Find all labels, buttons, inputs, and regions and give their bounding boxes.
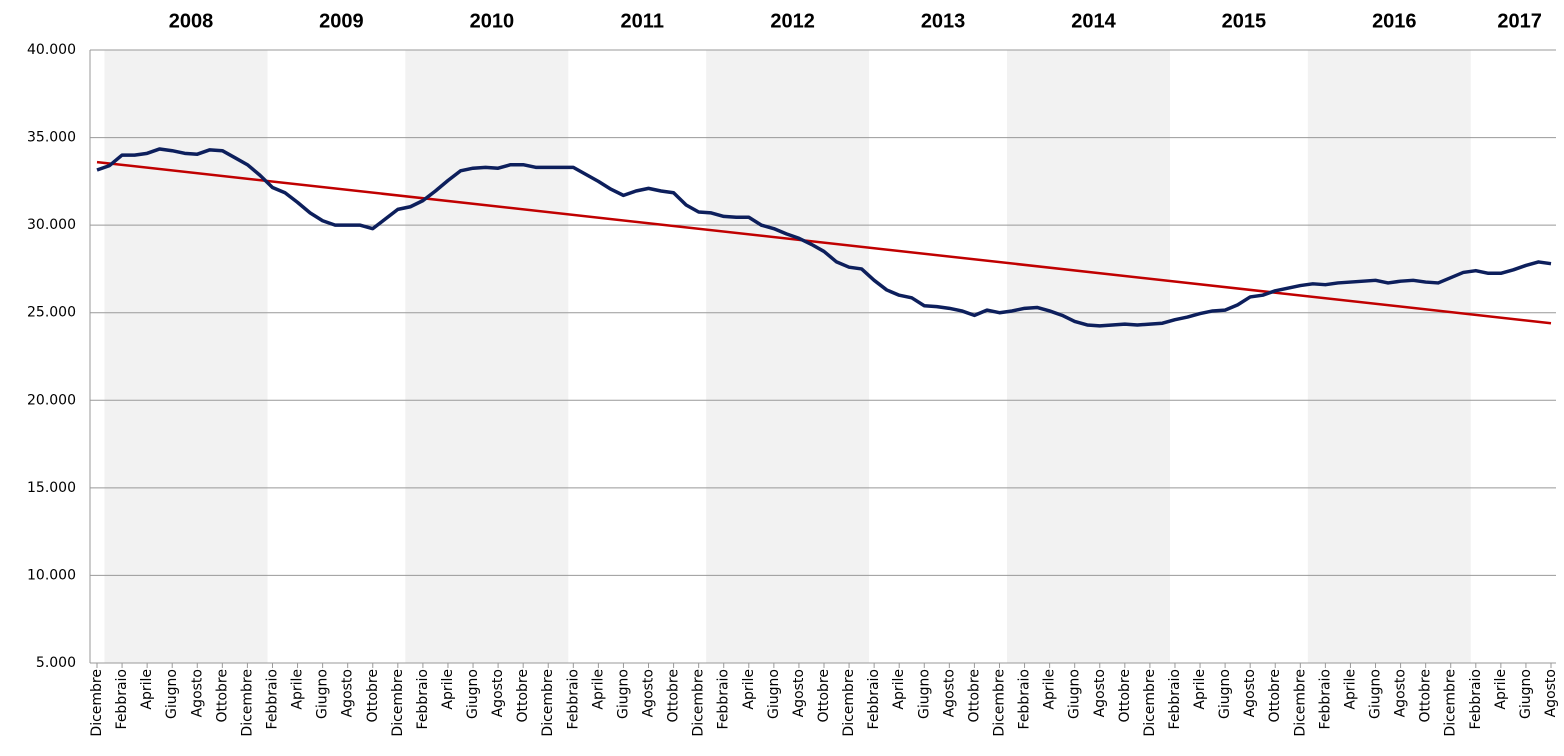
x-tick-label: Febbraio — [415, 669, 431, 729]
x-tick-label: Aprile — [1342, 669, 1358, 710]
trend-line — [96, 160, 1552, 325]
x-tick-label: Dicembre — [991, 669, 1007, 737]
x-tick-label: Agosto — [340, 669, 356, 717]
x-tick-label: Giugno — [766, 669, 782, 719]
y-tick-label: 10.000 — [27, 567, 76, 583]
x-tick-label: Aprile — [139, 669, 155, 710]
year-label: 2013 — [921, 10, 966, 32]
x-tick-label: Agosto — [791, 669, 807, 717]
x-tick-label: Giugno — [1217, 669, 1233, 719]
y-tick-label: 30.000 — [27, 217, 76, 233]
year-label: 2008 — [169, 10, 214, 32]
x-tick-label: Giugno — [164, 669, 180, 719]
x-tick-label: Dicembre — [691, 669, 707, 737]
series-line — [96, 147, 1552, 328]
x-tick-label: Aprile — [1042, 669, 1058, 710]
year-label: 2017 — [1497, 10, 1542, 32]
x-tick-label: Febbraio — [264, 669, 280, 729]
y-tick-label: 20.000 — [27, 392, 76, 408]
x-tick-label: Aprile — [741, 669, 757, 710]
x-tick-label: Agosto — [1242, 669, 1258, 717]
x-tick-label: Ottobre — [666, 669, 682, 723]
year-band — [706, 50, 870, 663]
x-tick-label: Agosto — [1092, 669, 1108, 717]
x-tick-label: Giugno — [1368, 669, 1384, 719]
year-band — [1307, 50, 1471, 663]
x-tick-label: Febbraio — [1017, 669, 1033, 729]
x-tick-label: Agosto — [1543, 669, 1559, 717]
x-tick-label: Ottobre — [214, 669, 230, 723]
x-tick-label: Aprile — [590, 669, 606, 710]
x-tick-label: Febbraio — [1317, 669, 1333, 729]
x-tick-label: Agosto — [941, 669, 957, 717]
year-label: 2016 — [1372, 10, 1417, 32]
x-tick-label: Agosto — [189, 669, 205, 717]
y-tick-label: 15.000 — [27, 480, 76, 496]
x-tick-label: Febbraio — [114, 669, 130, 729]
x-tick-label: Aprile — [1192, 669, 1208, 710]
y-tick-label: 25.000 — [27, 305, 76, 321]
x-tick-label: Ottobre — [966, 669, 982, 723]
x-tick-label: Agosto — [641, 669, 657, 717]
x-tick-label: Aprile — [1493, 669, 1509, 710]
year-label: 2009 — [319, 10, 364, 32]
x-tick-label: Ottobre — [1418, 669, 1434, 723]
y-tick-label: 5.000 — [36, 655, 76, 671]
y-tick-label: 35.000 — [27, 130, 76, 146]
x-tick-label: Ottobre — [1267, 669, 1283, 723]
year-label: 2014 — [1071, 10, 1116, 32]
x-tick-label: Febbraio — [866, 669, 882, 729]
x-tick-label: Giugno — [465, 669, 481, 719]
x-tick-label: Dicembre — [841, 669, 857, 737]
x-tick-label: Febbraio — [565, 669, 581, 729]
x-tick-label: Aprile — [290, 669, 306, 710]
x-tick-label: Dicembre — [1443, 669, 1459, 737]
x-tick-label: Aprile — [440, 669, 456, 710]
x-tick-label: Ottobre — [1117, 669, 1133, 723]
year-band — [405, 50, 569, 663]
x-tick-label: Dicembre — [239, 669, 255, 737]
x-tick-label: Giugno — [916, 669, 932, 719]
x-tick-label: Dicembre — [89, 669, 105, 737]
year-label: 2015 — [1222, 10, 1267, 32]
year-band — [104, 50, 268, 663]
year-label: 2010 — [470, 10, 515, 32]
x-tick-label: Aprile — [891, 669, 907, 710]
x-tick-label: Dicembre — [1142, 669, 1158, 737]
year-label: 2011 — [621, 10, 664, 32]
x-tick-label: Giugno — [315, 669, 331, 719]
x-tick-label: Dicembre — [1292, 669, 1308, 737]
x-tick-label: Febbraio — [1468, 669, 1484, 729]
x-tick-label: Ottobre — [365, 669, 381, 723]
x-tick-label: Ottobre — [515, 669, 531, 723]
year-band — [1007, 50, 1170, 663]
x-tick-label: Giugno — [615, 669, 631, 719]
x-tick-label: Ottobre — [816, 669, 832, 723]
x-tick-label: Dicembre — [390, 669, 406, 737]
x-tick-label: Dicembre — [540, 669, 556, 737]
year-label: 2012 — [770, 10, 815, 32]
x-tick-label: Febbraio — [1167, 669, 1183, 729]
x-tick-label: Agosto — [1393, 669, 1409, 717]
y-tick-label: 40.000 — [27, 42, 76, 58]
x-tick-label: Febbraio — [716, 669, 732, 729]
x-tick-label: Agosto — [490, 669, 506, 717]
x-tick-label: Giugno — [1518, 669, 1534, 719]
x-tick-label: Giugno — [1067, 669, 1083, 719]
